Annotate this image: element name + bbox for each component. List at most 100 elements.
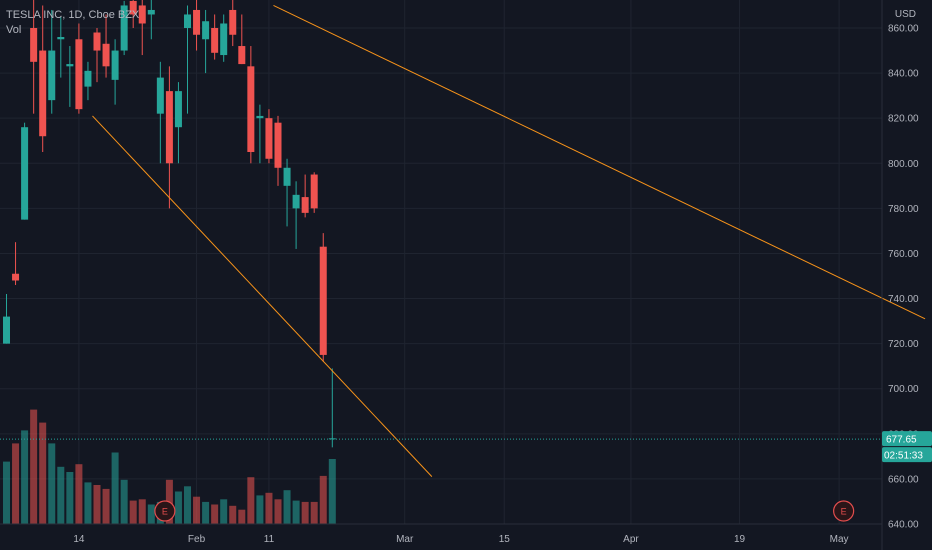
volume-bar (202, 501, 210, 524)
candlestick-series (3, 0, 336, 448)
candle-body (265, 118, 273, 159)
price-tick-label: 720.00 (888, 339, 919, 350)
candle-body (292, 194, 300, 209)
volume-bar (111, 452, 119, 524)
volume-bar (66, 472, 74, 524)
volume-bar (147, 504, 155, 524)
volume-bar (129, 500, 137, 524)
time-tick-label: 11 (264, 534, 275, 545)
price-tick-label: 760.00 (888, 249, 919, 260)
candle-body (75, 39, 83, 110)
earnings-marker[interactable] (833, 500, 855, 522)
candle-body (211, 28, 219, 53)
candle-body (48, 50, 56, 101)
volume-bar (3, 461, 10, 524)
candle-body (165, 91, 173, 164)
price-tick-label: 840.00 (888, 69, 919, 80)
trendline[interactable] (273, 5, 926, 320)
volume-bar (247, 477, 255, 524)
candle-body (39, 50, 47, 137)
candle-body (12, 273, 20, 281)
candle-body (84, 70, 92, 87)
earnings-marker-letter: E (841, 507, 847, 517)
volume-bar (138, 499, 146, 524)
volume-bar (84, 482, 92, 524)
volume-bar (274, 499, 282, 524)
candle-body (93, 32, 101, 51)
volume-indicator-label[interactable]: Vol (6, 24, 22, 36)
candle-body (111, 50, 119, 80)
candle-body (57, 37, 65, 40)
candle-body (30, 28, 38, 62)
trendline-drawings[interactable] (92, 5, 926, 477)
candle-body (120, 5, 128, 51)
candle-body (138, 5, 146, 24)
trendline[interactable] (92, 115, 433, 477)
candle-body (301, 197, 309, 213)
time-tick-label: Apr (623, 534, 639, 545)
candle-body (3, 316, 10, 344)
candle-body (66, 64, 74, 67)
volume-bar (301, 501, 309, 524)
candle-body (193, 9, 201, 35)
bar-close-countdown: 02:51:33 (884, 451, 923, 462)
volume-bar (220, 499, 228, 524)
time-tick-label: 19 (734, 534, 746, 545)
volume-bar (57, 466, 65, 524)
volume-bar (174, 491, 182, 524)
candle-body (238, 46, 246, 65)
candle-body (247, 66, 255, 152)
price-labels: 677.65 02:51:33 (0, 431, 932, 463)
volume-bar (102, 488, 110, 524)
volume-bar (184, 486, 191, 524)
volume-bar (120, 479, 128, 524)
volume-bar (211, 504, 219, 524)
last-price-badge[interactable] (882, 431, 932, 447)
volume-bar (328, 459, 336, 524)
candle-body (174, 91, 182, 128)
volume-bar (292, 500, 300, 524)
volume-bar (30, 409, 38, 524)
time-tick-label: Feb (188, 534, 206, 545)
currency-label[interactable]: USD (895, 9, 916, 20)
time-axis[interactable]: 14Feb11Mar15Apr19May17 (0, 523, 932, 545)
volume-bar (193, 496, 201, 524)
time-tick-label: 14 (73, 534, 85, 545)
candle-body (129, 0, 137, 15)
volume-bar (256, 495, 264, 524)
candle-body (156, 77, 164, 114)
countdown-badge (882, 447, 932, 463)
candle-body (220, 23, 228, 56)
candle-body (102, 43, 110, 67)
volume-bar (283, 490, 291, 524)
symbol-title[interactable]: TESLA INC, 1D, Cboe BZX (6, 9, 140, 21)
symbol-legend[interactable]: TESLA INC, 1D, Cboe BZX Vol (6, 8, 139, 38)
candle-body (310, 174, 318, 209)
earnings-marker-letter: E (162, 507, 168, 517)
candle-body (147, 9, 155, 15)
price-tick-label: 820.00 (888, 114, 919, 125)
volume-bar (75, 464, 83, 524)
price-tick-label: 660.00 (888, 474, 919, 485)
price-tick-label: 740.00 (888, 294, 919, 305)
volume-bar (12, 443, 20, 524)
volume-bar (39, 422, 47, 524)
volume-bar (229, 505, 237, 524)
time-tick-label: Mar (396, 534, 414, 545)
price-tick-label: 800.00 (888, 159, 919, 170)
candle-body (202, 21, 210, 40)
volume-bar (48, 443, 56, 524)
candle-body (274, 122, 282, 168)
candle-body (319, 246, 327, 355)
candle-body (229, 9, 237, 35)
earnings-marker[interactable] (154, 500, 176, 522)
price-tick-label: 640.00 (888, 520, 919, 531)
candle-body (184, 14, 191, 28)
volume-bar (310, 501, 318, 524)
price-tick-label: 700.00 (888, 384, 919, 395)
volume-bar (21, 430, 29, 524)
